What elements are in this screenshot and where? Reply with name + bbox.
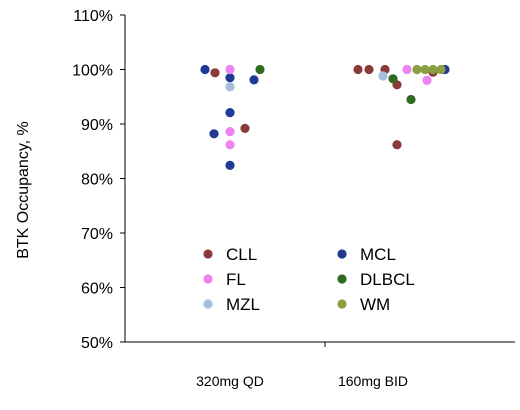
legend-label-mcl: MCL: [360, 245, 396, 264]
data-point-mcl: [225, 108, 235, 118]
data-point-mcl: [249, 75, 259, 85]
data-point-mcl: [209, 129, 219, 139]
y-tick-label: 110%: [73, 8, 113, 25]
data-point-wm: [420, 64, 430, 75]
legend-marker-cll: [203, 249, 213, 259]
data-point-cll: [364, 64, 374, 75]
x-tick-label: 320mg QD: [196, 373, 264, 389]
data-point-mcl: [225, 73, 235, 83]
data-point-wm: [412, 64, 422, 75]
data-point-wm: [428, 64, 438, 75]
data-point-mcl: [225, 160, 235, 170]
y-tick-label: 100%: [72, 63, 113, 80]
data-point-cll: [240, 123, 250, 133]
data-point-mcl: [200, 64, 210, 75]
data-point-cll: [210, 68, 220, 78]
data-point-dlbcl: [406, 94, 416, 105]
legend-label-fl: FL: [226, 270, 246, 289]
y-tick-labels: 50% 60% 70% 80% 90% 100% 110%: [72, 8, 125, 352]
legend-marker-wm: [337, 299, 347, 309]
data-point-fl: [225, 140, 235, 150]
x-tick-labels: 320mg QD 160mg BID: [196, 342, 408, 389]
y-tick-label: 70%: [81, 226, 113, 243]
y-tick-label: 90%: [81, 117, 113, 134]
data-point-dlbcl: [255, 64, 265, 75]
axes: [124, 15, 515, 343]
legend-label-dlbcl: DLBCL: [360, 270, 415, 289]
data-point-fl: [225, 127, 235, 137]
data-point-wm: [436, 64, 446, 75]
data-point-fl: [225, 64, 235, 75]
legend-marker-fl: [203, 274, 213, 284]
data-point-cll: [353, 64, 363, 75]
y-tick-label: 80%: [81, 172, 113, 189]
data-point-dlbcl: [388, 74, 398, 84]
y-axis-title: BTK Occupancy, %: [15, 121, 32, 259]
y-axis-title-group: BTK Occupancy, %: [15, 121, 32, 259]
data-point-cll: [392, 140, 402, 150]
legend-label-cll: CLL: [226, 245, 257, 264]
x-tick-label: 160mg BID: [338, 373, 408, 389]
legend-label-wm: WM: [360, 295, 390, 314]
data-points: [200, 64, 450, 170]
data-point-mzl: [225, 82, 235, 92]
legend-marker-dlbcl: [337, 274, 347, 284]
legend: CLL MCL FL DLBCL MZL WM: [203, 245, 415, 314]
y-tick-label: 60%: [81, 281, 113, 298]
data-point-mzl: [378, 71, 388, 81]
data-point-fl: [402, 64, 412, 75]
legend-label-mzl: MZL: [226, 295, 260, 314]
y-tick-label: 50%: [81, 335, 113, 352]
data-point-fl: [422, 75, 432, 85]
legend-marker-mzl: [203, 299, 213, 309]
legend-marker-mcl: [337, 249, 347, 259]
